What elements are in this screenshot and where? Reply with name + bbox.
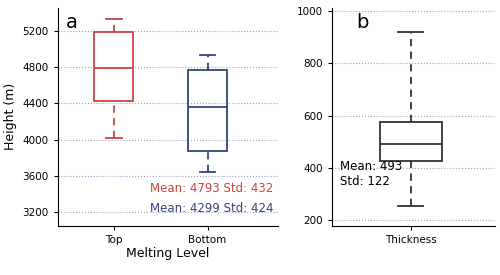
Bar [94,32,134,101]
X-axis label: Melting Level: Melting Level [126,247,210,260]
Text: Mean: 493
Std: 122: Mean: 493 Std: 122 [340,160,402,188]
Text: Mean: 4793 Std: 432: Mean: 4793 Std: 432 [150,182,274,195]
Text: Mean: 4299 Std: 424: Mean: 4299 Std: 424 [150,202,274,214]
Bar [380,122,442,161]
Bar [188,70,228,151]
Text: b: b [356,13,368,32]
Y-axis label: Height (m): Height (m) [4,83,16,150]
Text: a: a [66,13,78,32]
